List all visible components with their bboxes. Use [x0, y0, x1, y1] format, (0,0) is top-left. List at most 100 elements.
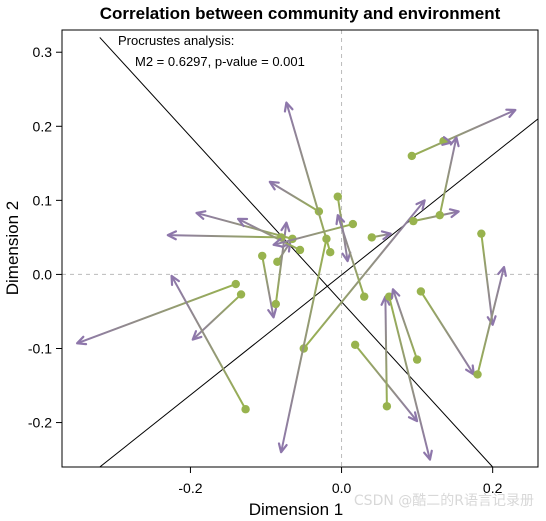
arrow-start-point: [236, 290, 246, 299]
arrow-head: [267, 307, 278, 319]
arrow-shaft: [273, 223, 354, 246]
arrow-head: [486, 315, 497, 326]
arrow-shaft: [76, 283, 237, 345]
arrow-head: [449, 136, 460, 148]
arrow-head: [277, 442, 288, 454]
arrow-series: [76, 101, 517, 461]
arrow-shaft: [170, 275, 247, 410]
arrow-head: [448, 208, 460, 219]
arrow: [170, 274, 250, 414]
arrow: [439, 136, 453, 146]
arrow: [473, 265, 507, 379]
arrow-head: [281, 241, 292, 253]
arrow-start-point: [271, 299, 281, 309]
arrow-shaft: [285, 102, 332, 253]
arrow-head: [335, 214, 346, 226]
y-tick-label: 0.2: [33, 118, 53, 134]
arrow-head: [280, 221, 291, 233]
arrow: [407, 108, 517, 161]
arrow-head: [441, 136, 453, 146]
y-axis-ticks: -0.2 -0.1 0.0 0.1 0.2 0.3: [28, 44, 62, 431]
x-axis-title: Dimension 1: [249, 500, 344, 519]
arrow-shaft: [480, 233, 494, 325]
arrow-head: [191, 330, 203, 341]
arrow-shaft: [280, 238, 328, 453]
arrow: [273, 241, 292, 267]
arrow-start-point: [412, 355, 422, 364]
arrow: [390, 288, 422, 364]
arrow: [435, 136, 460, 220]
arrow-start-point: [241, 405, 250, 414]
y-tick-label: -0.1: [28, 340, 52, 356]
arrow-head: [390, 288, 401, 300]
arrow-start-point: [258, 251, 267, 261]
arrow-start-point: [409, 216, 418, 226]
arrow-start-point: [416, 287, 426, 296]
annotation-line-2: M2 = 0.6297, p-value = 0.001: [135, 54, 305, 69]
arrow: [272, 219, 358, 248]
x-axis-ticks: -0.2 0.0 0.2: [178, 467, 503, 496]
arrow-start-point: [360, 292, 369, 301]
arrow: [283, 101, 335, 257]
arrow: [335, 214, 369, 301]
x-tick-label: -0.2: [178, 480, 202, 496]
arrow-head: [380, 230, 392, 241]
arrow-start-point: [333, 192, 342, 201]
arrow-shaft: [391, 288, 419, 360]
arrow: [380, 295, 392, 411]
rotation-axis-lines: [99, 37, 538, 467]
arrow-start-point: [367, 233, 376, 242]
arrow-head: [166, 230, 178, 241]
arrow: [333, 192, 352, 263]
arrow-head: [505, 108, 517, 118]
arrow-shaft: [476, 266, 505, 375]
plot-area: [62, 30, 538, 467]
arrow-head: [497, 265, 507, 277]
arrow-start-point: [326, 248, 335, 257]
x-tick-label: 0.0: [332, 480, 352, 496]
arrow-shaft: [420, 290, 475, 375]
arrow-head: [236, 217, 249, 228]
arrow-start-point: [473, 370, 482, 379]
arrow-head: [268, 180, 280, 191]
plot-border: [61, 29, 539, 468]
arrow-head: [423, 449, 433, 461]
arrow: [268, 180, 324, 216]
arrow-start-point: [273, 257, 282, 267]
arrow-shaft: [303, 199, 426, 350]
arrow-shaft: [237, 217, 301, 251]
arrow-shaft: [269, 180, 320, 213]
arrow: [258, 251, 278, 319]
arrow-head: [272, 237, 284, 248]
arrow-head: [76, 335, 88, 346]
rotation-axis-line-2: [99, 118, 538, 467]
arrow: [76, 279, 240, 346]
y-tick-label: 0.1: [33, 192, 53, 208]
arrow-shaft: [411, 109, 516, 157]
y-tick-label: 0.0: [33, 266, 53, 282]
arrow: [191, 290, 246, 341]
annotation-line-1: Procrustes analysis:: [118, 33, 234, 48]
y-tick-label: 0.3: [33, 44, 53, 60]
arrow: [236, 217, 305, 255]
arrow-start-point: [295, 245, 305, 255]
arrow-head: [195, 210, 207, 220]
watermark: CSDN @酷二的R语言记录册: [354, 493, 534, 509]
arrow-shaft: [438, 137, 458, 216]
arrow-start-point: [407, 151, 417, 161]
arrow-shaft: [192, 293, 242, 341]
arrow-start-point: [382, 402, 392, 411]
rotation-axis-line-1: [99, 37, 494, 467]
x-tick-label: 0.2: [483, 480, 503, 496]
arrow: [277, 234, 331, 454]
arrow-start-point: [435, 210, 444, 220]
chart-title: Correlation between community and enviro…: [100, 4, 501, 23]
arrow-start-point: [348, 219, 358, 229]
arrow-shaft: [388, 296, 431, 460]
arrow-head: [341, 251, 352, 263]
arrow-start-point: [477, 229, 486, 238]
arrow-shaft: [336, 214, 366, 297]
arrow-start-point: [350, 340, 360, 349]
arrow: [416, 287, 475, 376]
